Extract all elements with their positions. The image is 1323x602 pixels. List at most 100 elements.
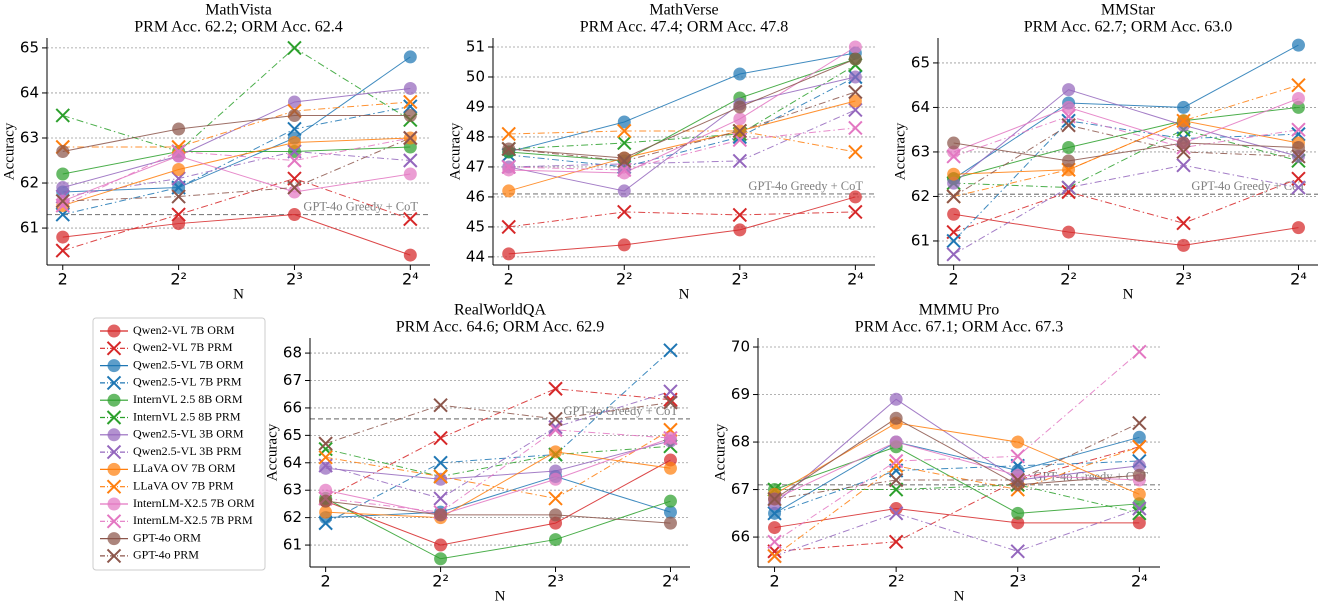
marker-circle: [1177, 238, 1191, 252]
marker-circle: [1132, 497, 1146, 511]
marker-x: [1176, 113, 1191, 128]
legend-label: Qwen2.5-VL 3B ORM: [133, 427, 244, 441]
marker-circle: [403, 140, 417, 154]
marker-x: [848, 84, 863, 100]
y-tick-label: 63: [911, 142, 930, 160]
marker-circle: [889, 411, 903, 425]
chart-title: MathVerse: [649, 2, 718, 19]
legend-label: InternVL 2.5 8B PRM: [133, 409, 241, 423]
marker-x: [888, 458, 904, 474]
y-tick-label: 62: [20, 174, 39, 192]
marker-circle: [403, 167, 417, 181]
marker-circle: [403, 248, 417, 262]
series-line: [774, 484, 1140, 514]
marker-x: [106, 375, 122, 391]
series-line: [62, 177, 411, 252]
series-line: [774, 460, 1140, 514]
y-tick-label: 69: [731, 385, 750, 403]
marker-circle: [107, 497, 121, 511]
marker-circle: [107, 532, 121, 546]
series-line: [774, 398, 1140, 505]
y-axis-label: Accuracy: [447, 122, 463, 180]
x-tick-label: 2⁴: [402, 270, 419, 289]
legend-label: GPT-4o PRM: [133, 548, 199, 562]
marker-x: [1291, 180, 1306, 195]
y-tick-label: 48: [466, 127, 485, 145]
series-line: [62, 47, 411, 153]
legend-label: Qwen2-VL 7B PRM: [133, 340, 233, 354]
marker-circle: [617, 115, 631, 129]
marker-circle: [319, 494, 333, 508]
marker-circle: [403, 50, 417, 64]
marker-circle: [502, 163, 516, 177]
x-tick-label: 2⁴: [1290, 270, 1307, 289]
chart-title: MathVista: [205, 2, 272, 19]
series-line: [508, 46, 856, 174]
marker-circle: [1062, 225, 1076, 239]
y-axis-label: Accuracy: [1, 122, 17, 180]
marker-x: [318, 436, 333, 451]
marker-x: [433, 397, 448, 413]
marker-x: [732, 153, 748, 169]
marker-circle: [287, 108, 301, 122]
series-line: [953, 124, 1299, 197]
reference-label: GPT-4o Greedy + CoT: [563, 404, 678, 418]
series-line: [325, 440, 671, 480]
series-line: [774, 446, 1140, 514]
y-tick-label: 45: [466, 217, 485, 235]
marker-x: [946, 233, 961, 249]
marker-circle: [889, 502, 903, 516]
marker-x: [732, 207, 748, 223]
x-tick-label: 2²: [616, 270, 633, 289]
y-axis-label: Accuracy: [264, 423, 280, 481]
marker-circle: [1062, 100, 1076, 114]
marker-circle: [947, 176, 961, 190]
series-line: [325, 500, 671, 524]
series-line: [62, 137, 411, 202]
reference-label: GPT-4o Greedy + CoT: [748, 179, 863, 193]
series-line: [62, 101, 411, 148]
legend-label: InternVL 2.5 8B ORM: [133, 392, 243, 406]
chart-title: RealWorldQA: [454, 302, 546, 319]
series-line: [508, 130, 856, 153]
x-tick-label: 2³: [732, 270, 749, 289]
marker-x: [433, 491, 448, 506]
marker-x: [106, 479, 122, 494]
marker-circle: [287, 95, 301, 109]
series-line: [953, 84, 1299, 197]
y-tick-label: 61: [911, 231, 930, 249]
marker-circle: [1062, 83, 1076, 97]
y-tick-label: 46: [466, 187, 485, 205]
marker-x: [106, 341, 122, 356]
series-line: [774, 351, 1140, 543]
reference-label: GPT-4o Greedy + CoT: [1033, 470, 1148, 484]
legend-label: Qwen2.5-VL 7B PRM: [133, 375, 242, 389]
series-line: [774, 508, 1140, 557]
marker-x: [171, 189, 186, 204]
legend-label: GPT-4o ORM: [133, 530, 201, 544]
marker-circle: [434, 538, 448, 552]
marker-x: [888, 506, 904, 521]
marker-circle: [56, 230, 70, 244]
marker-x: [848, 144, 863, 160]
series-line: [953, 142, 1299, 162]
marker-x: [548, 381, 563, 396]
marker-x: [548, 411, 563, 427]
y-axis-label: Accuracy: [892, 122, 908, 180]
x-tick-label: 2²: [432, 572, 449, 591]
marker-circle: [107, 462, 121, 476]
marker-x: [106, 548, 122, 564]
marker-x: [1010, 472, 1025, 488]
marker-circle: [848, 94, 862, 108]
marker-circle: [663, 505, 677, 519]
marker-x: [946, 247, 961, 262]
y-tick-label: 63: [283, 481, 302, 499]
marker-circle: [549, 533, 563, 547]
y-tick-label: 63: [20, 128, 39, 146]
series-line: [774, 508, 1140, 529]
series-line: [953, 213, 1299, 246]
marker-x: [1291, 122, 1306, 137]
